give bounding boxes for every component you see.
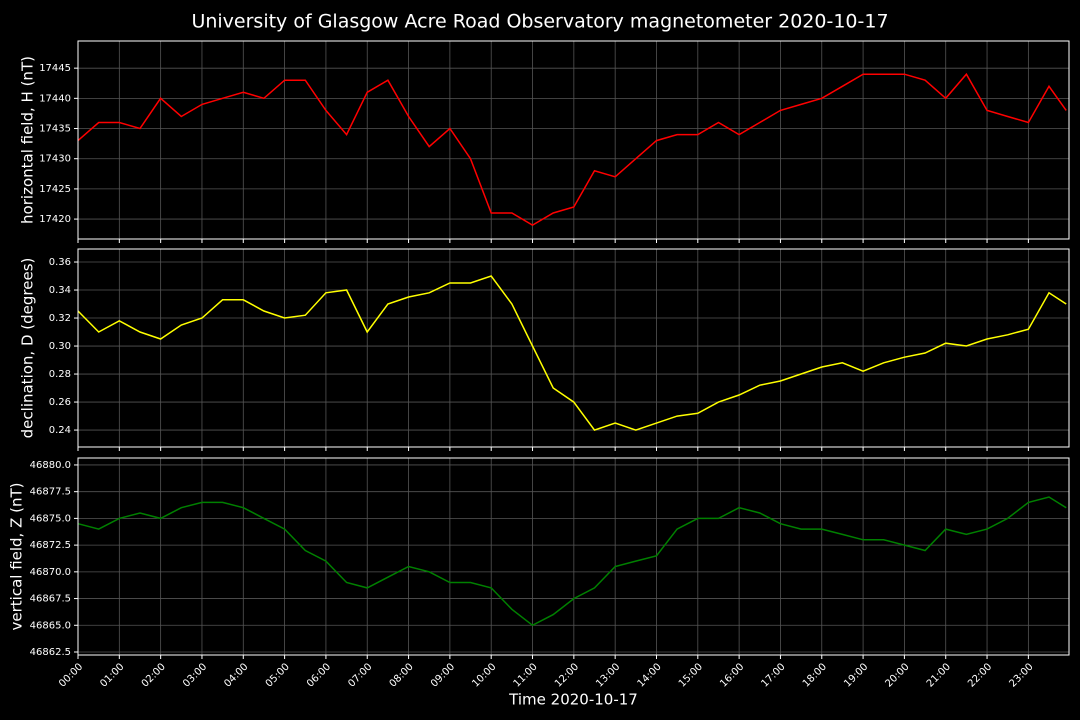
y-tick-label: 0.24 <box>49 425 71 436</box>
y-tick-label: 46870.0 <box>30 567 71 578</box>
x-tick-label: 03:00 <box>181 661 209 689</box>
y-tick-label: 17435 <box>39 124 71 135</box>
figure-title: University of Glasgow Acre Road Observat… <box>191 11 888 33</box>
y-tick-label: 17430 <box>39 154 71 165</box>
x-tick-label: 22:00 <box>966 661 994 689</box>
y-axis-label: vertical field, Z (nT) <box>8 482 26 630</box>
x-tick-label: 15:00 <box>677 661 705 689</box>
y-tick-label: 0.28 <box>49 369 71 380</box>
plot-frame <box>77 457 1070 656</box>
x-tick-label: 05:00 <box>264 661 292 689</box>
plot-frame <box>77 248 1070 448</box>
x-tick-label: 01:00 <box>98 661 126 689</box>
y-tick-label: 46877.5 <box>30 487 71 498</box>
x-tick-label: 10:00 <box>470 661 498 689</box>
y-tick-label: 0.30 <box>49 341 71 352</box>
y-tick-label: 46862.5 <box>30 647 71 658</box>
x-tick-label: 00:00 <box>57 661 85 689</box>
y-tick-label: 0.26 <box>49 397 71 408</box>
x-tick-label: 08:00 <box>388 661 416 689</box>
y-tick-label: 0.36 <box>49 257 71 268</box>
plot-frame <box>77 40 1070 240</box>
y-axis-label: horizontal field, H (nT) <box>19 56 37 224</box>
y-axis-label: declination, D (degrees) <box>19 258 37 439</box>
y-tick-label: 46867.5 <box>30 594 71 605</box>
y-tick-label: 17440 <box>39 93 71 104</box>
x-tick-label: 02:00 <box>140 661 168 689</box>
x-tick-label: 11:00 <box>512 661 540 689</box>
x-axis-label: Time 2020-10-17 <box>508 691 638 709</box>
x-tick-label: 09:00 <box>429 661 457 689</box>
y-tick-label: 0.32 <box>49 313 71 324</box>
x-tick-label: 23:00 <box>1007 661 1035 689</box>
data-line <box>77 72 1067 226</box>
y-tick-label: 17420 <box>39 214 71 225</box>
y-tick-label: 0.34 <box>49 285 71 296</box>
x-tick-label: 17:00 <box>760 661 788 689</box>
x-tick-label: 19:00 <box>842 661 870 689</box>
y-tick-label: 46880.0 <box>30 460 71 471</box>
data-line <box>77 496 1067 627</box>
x-tick-label: 04:00 <box>222 661 250 689</box>
y-tick-label: 46865.0 <box>30 620 71 631</box>
x-tick-label: 18:00 <box>801 661 829 689</box>
data-line <box>77 275 1067 431</box>
x-tick-label: 06:00 <box>305 661 333 689</box>
x-tick-label: 16:00 <box>718 661 746 689</box>
y-tick-label: 17445 <box>39 63 71 74</box>
y-tick-label: 46872.5 <box>30 540 71 551</box>
y-tick-label: 46875.0 <box>30 513 71 524</box>
x-tick-label: 12:00 <box>553 661 581 689</box>
x-tick-label: 20:00 <box>883 661 911 689</box>
x-tick-label: 07:00 <box>346 661 374 689</box>
x-tick-label: 13:00 <box>594 661 622 689</box>
y-tick-label: 17425 <box>39 184 71 195</box>
x-tick-label: 21:00 <box>925 661 953 689</box>
x-tick-label: 14:00 <box>636 661 664 689</box>
